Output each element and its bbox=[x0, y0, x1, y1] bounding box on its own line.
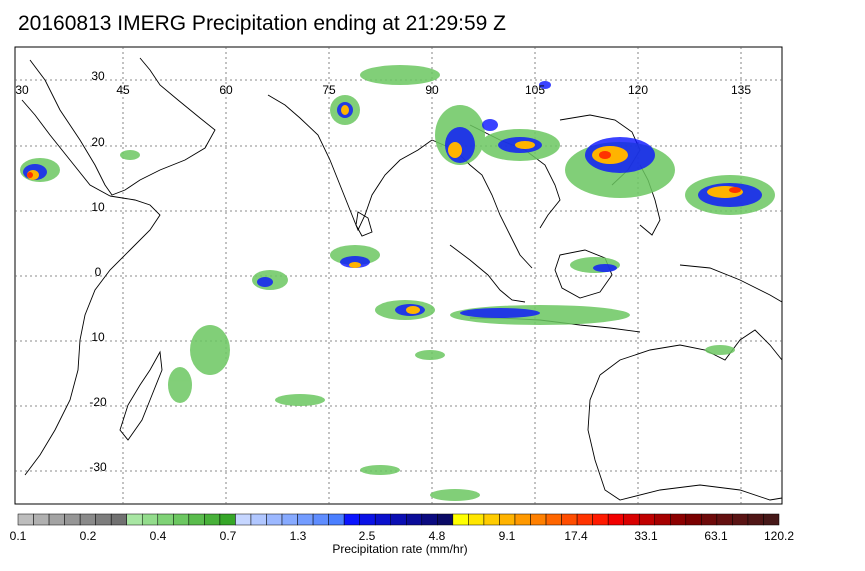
colorbar-swatch bbox=[530, 513, 547, 526]
colorbar-tick: 0.7 bbox=[219, 529, 237, 543]
colorbar-swatch bbox=[219, 513, 236, 526]
colorbar-swatch bbox=[499, 513, 516, 526]
colorbar-swatch bbox=[157, 513, 174, 526]
colorbar-tick: 1.3 bbox=[289, 529, 307, 543]
colorbar-swatch bbox=[95, 513, 112, 526]
lon-label: 45 bbox=[116, 83, 130, 97]
colorbar-swatch bbox=[390, 513, 407, 526]
lat-label: 10 bbox=[91, 200, 105, 214]
lon-label: 60 bbox=[219, 83, 233, 97]
colorbar-swatch bbox=[607, 513, 624, 526]
colorbar-swatch bbox=[312, 513, 329, 526]
colorbar-swatch bbox=[328, 513, 345, 526]
colorbar-tick: 0.1 bbox=[9, 529, 27, 543]
lon-label: 90 bbox=[425, 83, 439, 97]
colorbar-swatch bbox=[343, 513, 360, 526]
colorbar-swatch bbox=[638, 513, 655, 526]
longitude-labels: 30 45 60 75 90 105 120 135 bbox=[15, 83, 751, 97]
colorbar-swatch bbox=[576, 513, 593, 526]
map-frame bbox=[14, 46, 783, 505]
precipitation-field bbox=[20, 65, 775, 501]
colorbar-tick: 17.4 bbox=[564, 529, 588, 543]
colorbar-swatch bbox=[297, 513, 314, 526]
colorbar-swatch bbox=[141, 513, 159, 526]
colorbar bbox=[17, 513, 780, 526]
colorbar-swatch bbox=[33, 513, 50, 526]
colorbar-swatch bbox=[374, 513, 391, 526]
colorbar-swatch bbox=[188, 513, 205, 526]
lon-label: 135 bbox=[731, 83, 751, 97]
colorbar-swatch bbox=[623, 513, 640, 526]
colorbar-swatch bbox=[592, 513, 609, 526]
colorbar-swatch bbox=[17, 513, 34, 526]
lat-label: -20 bbox=[89, 395, 107, 409]
colorbar-swatch bbox=[716, 513, 733, 526]
lat-label: 20 bbox=[91, 135, 105, 149]
colorbar-swatch bbox=[747, 513, 764, 526]
colorbar-swatch bbox=[685, 513, 702, 526]
colorbar-swatch bbox=[732, 513, 749, 526]
colorbar-swatch bbox=[126, 513, 143, 526]
colorbar-swatch bbox=[173, 513, 190, 526]
lat-label: 30 bbox=[91, 69, 105, 83]
colorbar-swatch bbox=[421, 513, 438, 526]
colorbar-swatch bbox=[406, 513, 423, 526]
latitude-labels: 30 20 10 0 10 -20 -30 bbox=[89, 69, 107, 474]
colorbar-swatch bbox=[514, 513, 531, 526]
lon-label: 105 bbox=[525, 83, 545, 97]
colorbar-tick: 9.1 bbox=[498, 529, 516, 543]
colorbar-swatch bbox=[79, 513, 96, 526]
lat-label: -30 bbox=[89, 460, 107, 474]
colorbar-tick: 120.2 bbox=[763, 529, 795, 543]
page-title: 20160813 IMERG Precipitation ending at 2… bbox=[18, 12, 506, 35]
colorbar-swatch bbox=[468, 513, 485, 526]
colorbar-swatch bbox=[561, 513, 578, 526]
colorbar-swatch bbox=[483, 513, 500, 526]
lat-label: 0 bbox=[95, 265, 102, 279]
colorbar-swatch bbox=[452, 513, 469, 526]
lon-label: 75 bbox=[322, 83, 336, 97]
colorbar-swatch bbox=[266, 513, 283, 526]
colorbar-swatch bbox=[545, 513, 562, 526]
colorbar-swatch bbox=[670, 513, 687, 526]
lat-label: 10 bbox=[91, 330, 105, 344]
colorbar-swatch bbox=[48, 513, 65, 526]
colorbar-label: Precipitation rate (mm/hr) bbox=[332, 542, 468, 556]
colorbar-tick: 4.8 bbox=[428, 529, 446, 543]
colorbar-tick: 63.1 bbox=[704, 529, 728, 543]
lon-label: 30 bbox=[15, 83, 29, 97]
colorbar-tick: 33.1 bbox=[634, 529, 658, 543]
lon-label: 120 bbox=[628, 83, 648, 97]
colorbar-swatch bbox=[250, 513, 267, 526]
colorbar-swatch bbox=[235, 513, 252, 526]
colorbar-swatch bbox=[204, 513, 221, 526]
colorbar-tick: 0.4 bbox=[149, 529, 167, 543]
colorbar-tick: 2.5 bbox=[358, 529, 376, 543]
colorbar-swatch bbox=[281, 513, 298, 526]
colorbar-swatch bbox=[701, 513, 718, 526]
colorbar-swatch bbox=[110, 513, 127, 526]
colorbar-swatch bbox=[359, 513, 376, 526]
colorbar-swatch bbox=[654, 513, 671, 526]
colorbar-swatch bbox=[437, 513, 454, 526]
map-gridlines bbox=[15, 47, 782, 504]
colorbar-swatch bbox=[763, 513, 780, 526]
colorbar-swatch bbox=[64, 513, 81, 526]
colorbar-tick: 0.2 bbox=[79, 529, 97, 543]
